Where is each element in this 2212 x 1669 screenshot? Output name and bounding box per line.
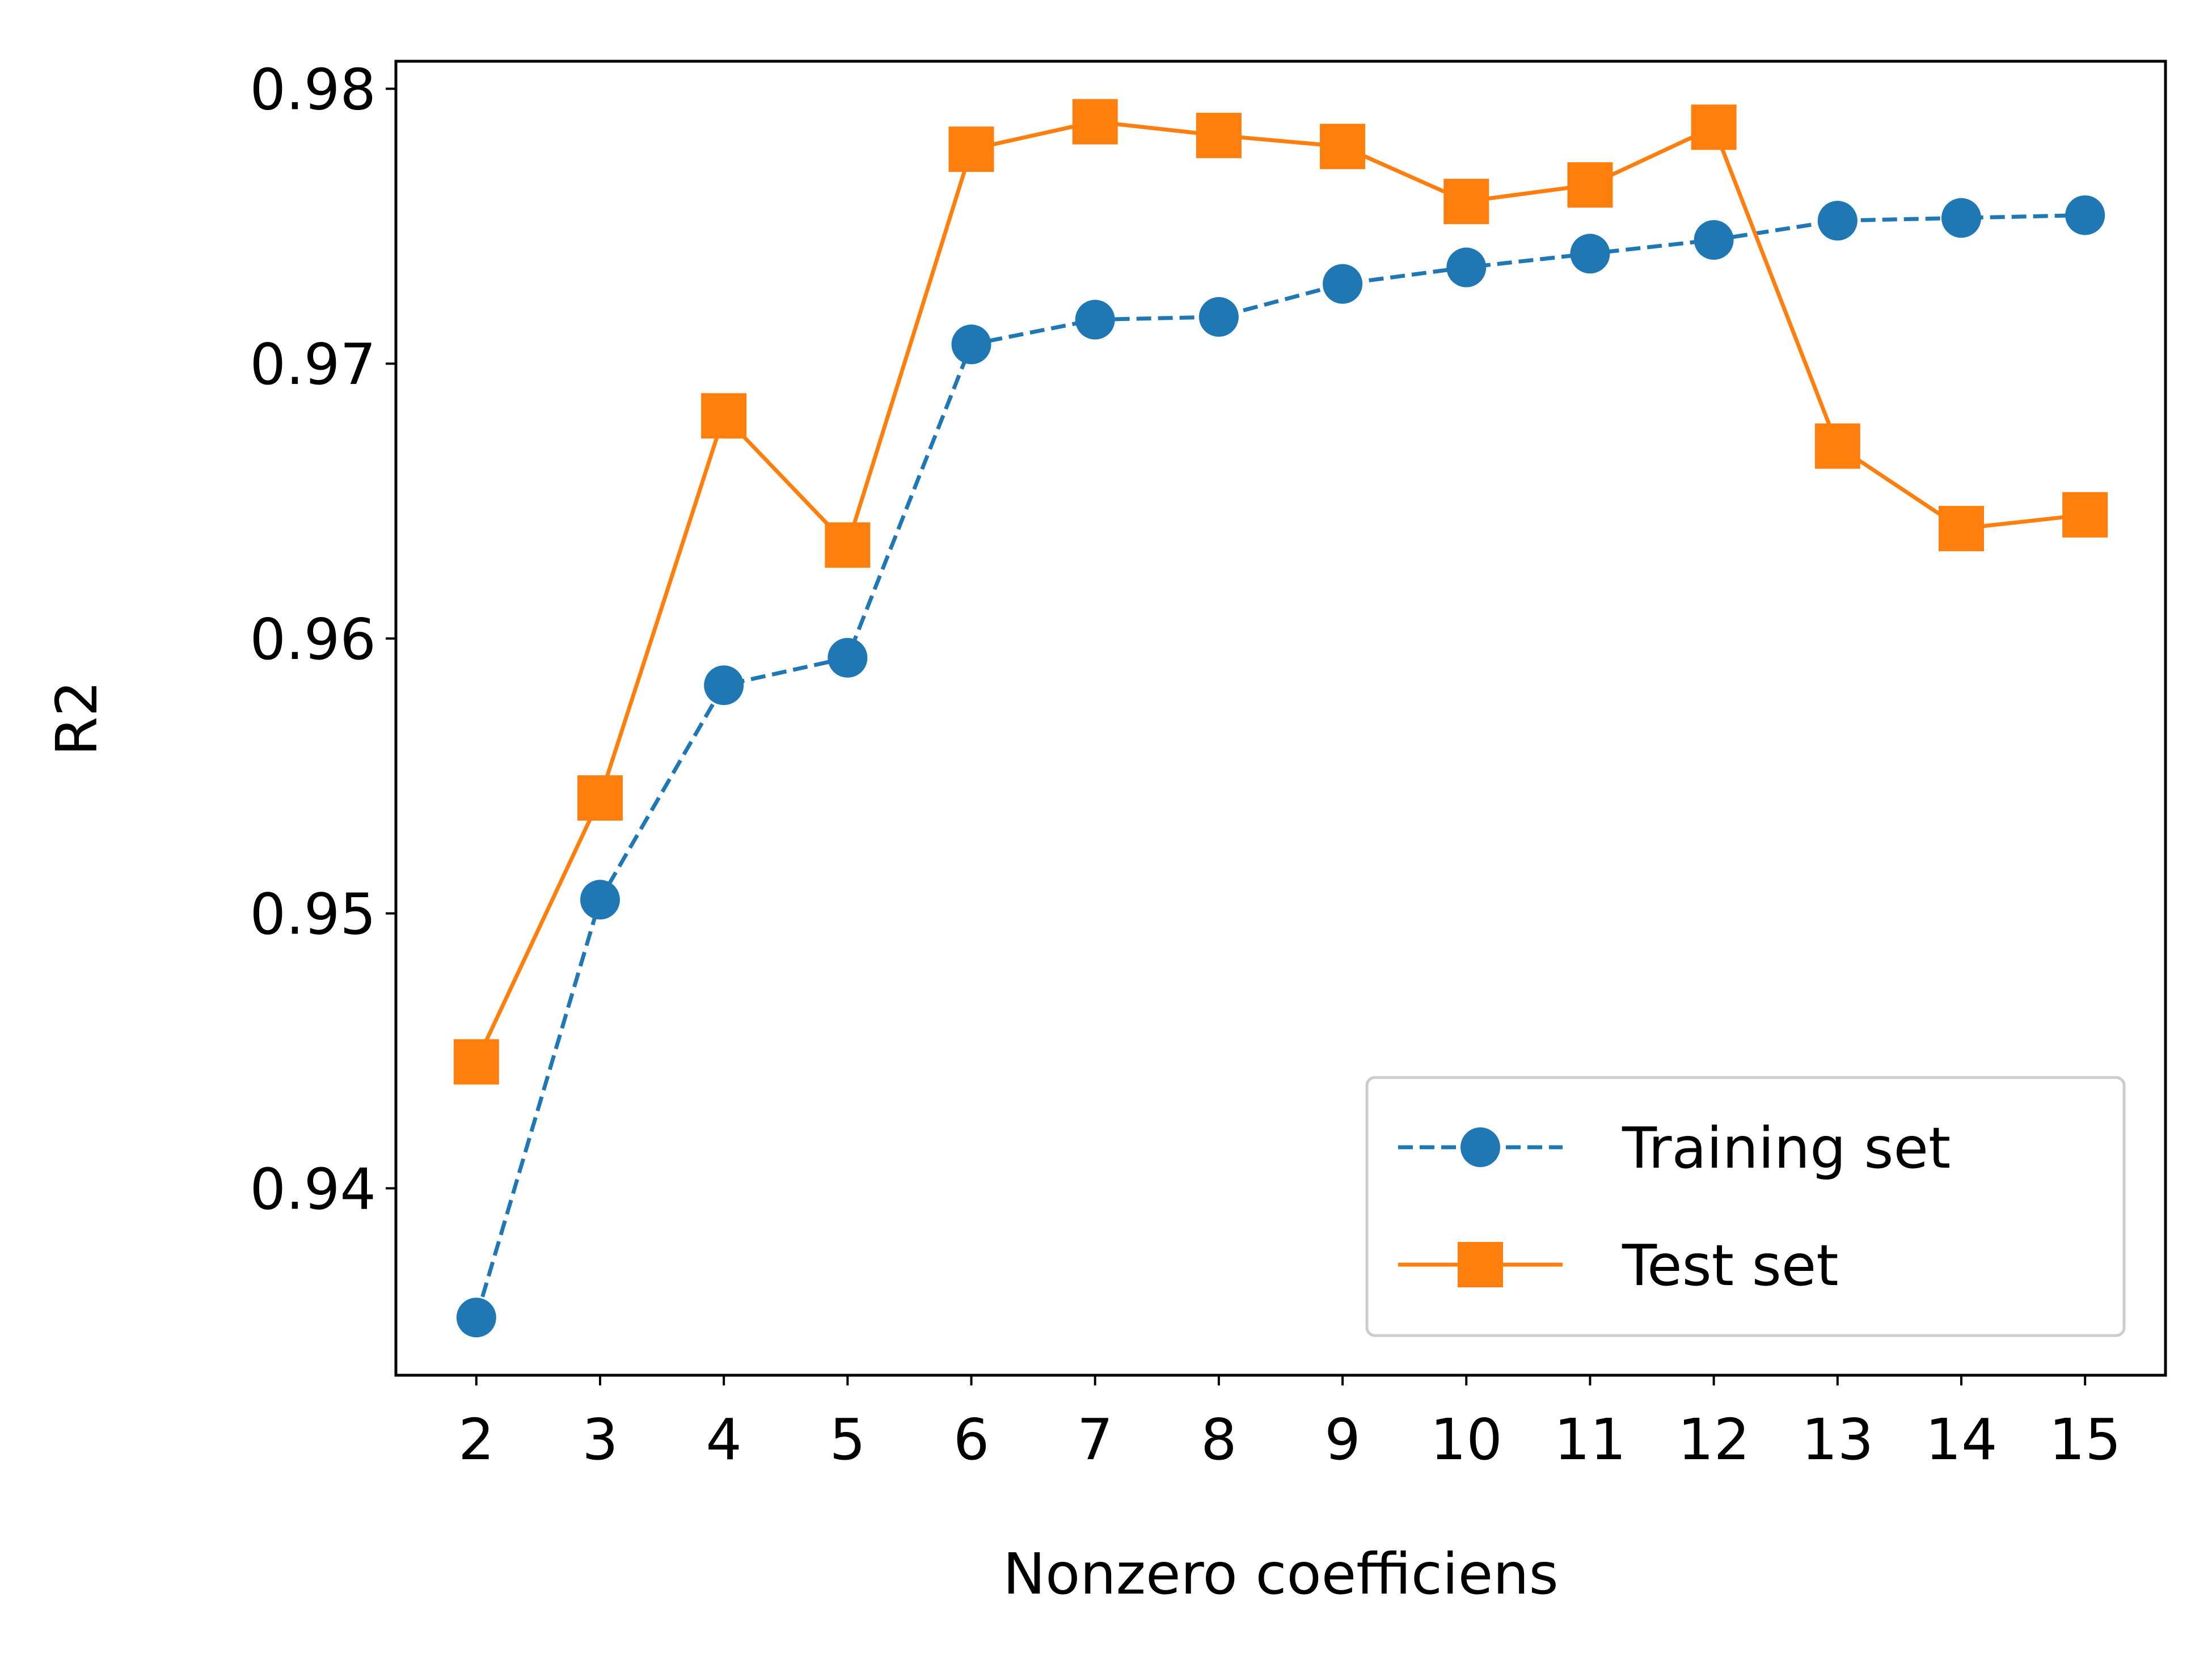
test-point xyxy=(948,126,994,172)
x-tick-label: 9 xyxy=(1324,1406,1361,1473)
training-point xyxy=(1941,198,1981,238)
x-tick-label: 2 xyxy=(458,1406,495,1473)
training-point xyxy=(1198,297,1239,337)
test-point xyxy=(1567,162,1613,208)
y-tick-label: 0.98 xyxy=(250,56,376,122)
test-point xyxy=(1196,112,1242,158)
x-tick-label: 11 xyxy=(1554,1406,1626,1473)
training-point xyxy=(1570,234,1610,274)
test-point xyxy=(1443,179,1489,225)
test-point xyxy=(1814,423,1860,469)
y-tick-label: 0.95 xyxy=(250,881,376,948)
training-point xyxy=(1075,299,1115,340)
training-point xyxy=(1446,247,1487,288)
test-point xyxy=(1320,124,1366,170)
x-tick-label: 3 xyxy=(582,1406,618,1473)
test-point xyxy=(577,775,623,821)
training-point xyxy=(580,880,620,920)
x-tick-label: 13 xyxy=(1801,1406,1873,1473)
training-point xyxy=(2065,195,2105,235)
x-tick-label: 5 xyxy=(830,1406,866,1473)
plot-area: 2 3 4 5 6 7 8 9 10 11 12 13 14 15 0.94 0.95 0.96 0.97 0.98 xyxy=(250,56,2167,1473)
legend: Training set Test set xyxy=(1365,1076,2126,1337)
axes-frame xyxy=(394,60,2167,1377)
test-point xyxy=(453,1039,499,1085)
legend-marker-test xyxy=(1458,1242,1503,1287)
training-point xyxy=(456,1298,496,1338)
test-point xyxy=(825,522,871,568)
x-tick-label: 4 xyxy=(706,1406,742,1473)
test-point xyxy=(701,393,747,439)
x-tick-label: 10 xyxy=(1430,1406,1502,1473)
x-tick-label: 6 xyxy=(953,1406,990,1473)
x-axis-label: Nonzero coefficiens xyxy=(1003,1541,1558,1607)
x-tick-label: 15 xyxy=(2049,1406,2121,1473)
y-tick-label: 0.96 xyxy=(250,606,376,673)
legend-label-training: Training set xyxy=(1622,1115,1951,1181)
legend-marker-training xyxy=(1460,1127,1500,1167)
y-axis-label: R2 xyxy=(44,681,110,756)
test-point xyxy=(1691,104,1737,150)
training-point xyxy=(704,665,744,705)
y-tick-label: 0.94 xyxy=(250,1156,376,1222)
x-tick-label: 14 xyxy=(1925,1406,1997,1473)
training-point xyxy=(951,324,991,365)
training-point xyxy=(1694,220,1734,260)
x-tick-label: 7 xyxy=(1077,1406,1113,1473)
x-tick-label: 12 xyxy=(1678,1406,1750,1473)
test-point xyxy=(1939,506,1984,552)
x-tick-label: 8 xyxy=(1201,1406,1237,1473)
training-point xyxy=(1323,264,1363,304)
y-tick-label: 0.97 xyxy=(250,331,376,398)
test-point xyxy=(1072,99,1118,145)
test-point xyxy=(2062,492,2108,538)
training-point xyxy=(1817,201,1858,241)
legend-box xyxy=(1365,1076,2126,1337)
training-point xyxy=(828,637,868,678)
legend-label-test: Test set xyxy=(1622,1232,1839,1299)
